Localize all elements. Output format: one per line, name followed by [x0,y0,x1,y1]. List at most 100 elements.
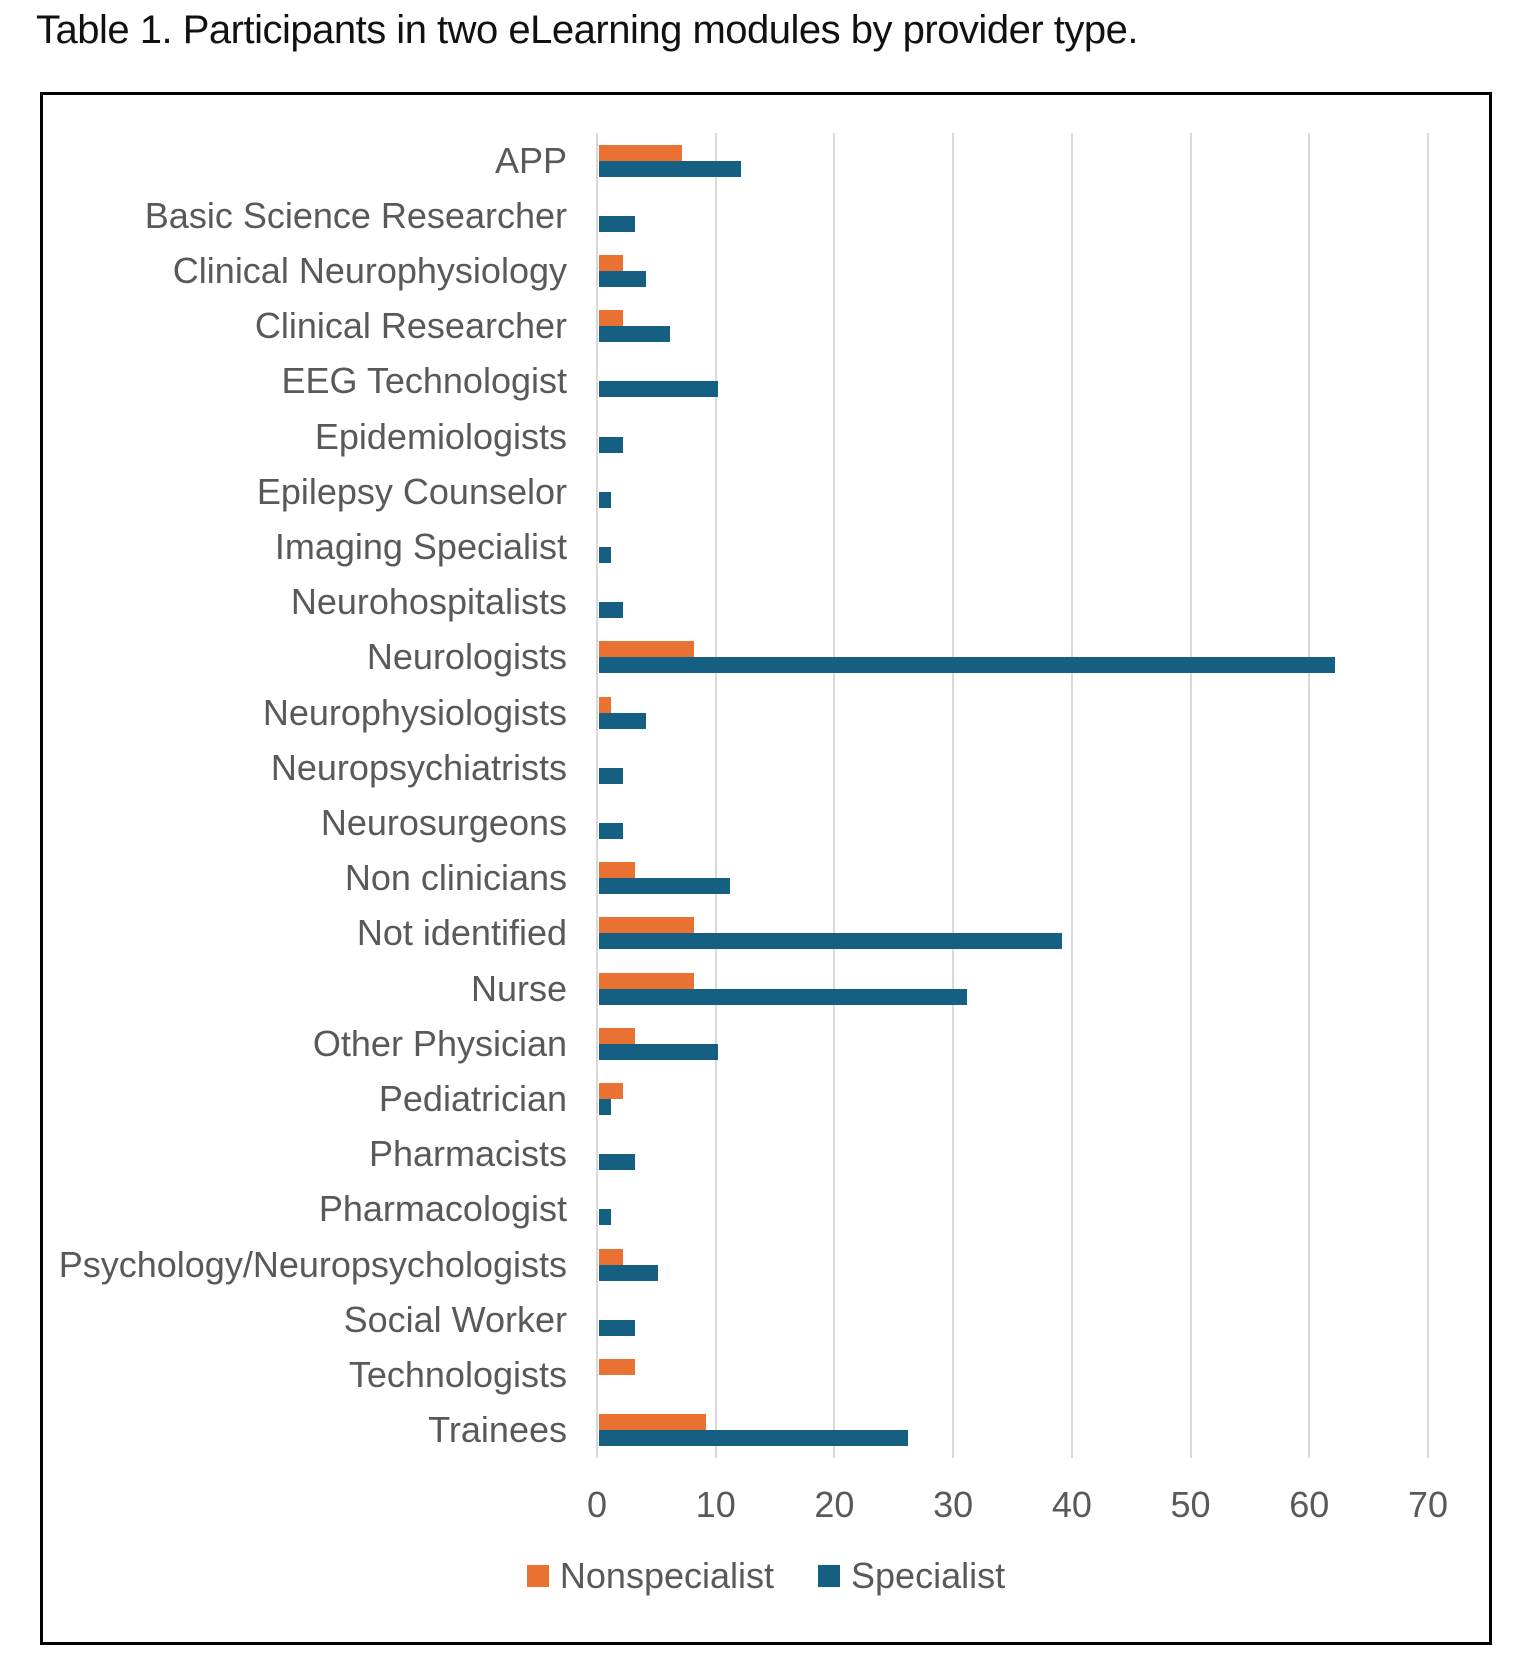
category-label: EEG Technologist [281,360,567,402]
bar-specialist [599,602,623,619]
bar-specialist [599,215,635,232]
legend-label: Specialist [851,1555,1006,1596]
bar-specialist [599,1099,611,1116]
category-label: Clinical Researcher [254,305,567,347]
category-label: Other Physician [312,1022,567,1064]
bar-nonspecialist [599,1414,706,1431]
x-tick-label: 60 [1289,1484,1330,1525]
category-label: Epidemiologists [314,415,567,457]
bar-specialist [599,767,623,784]
category-label: Pharmacists [368,1133,567,1175]
bar-specialist [599,547,611,564]
category-label: Imaging Specialist [274,526,567,568]
bar-row [597,630,1428,685]
bar-row [597,133,1428,188]
bar-specialist [599,381,718,398]
category-label: Neurosurgeons [320,802,567,844]
bar-nonspecialist [599,917,694,934]
category-label: Neurologists [366,636,567,678]
category-label: Neuropsychiatrists [270,746,567,788]
bar-specialist [599,160,742,177]
bar-specialist [599,1430,908,1447]
bar-specialist [599,326,671,343]
bar-row [597,740,1428,795]
gridline-x50 [1189,133,1192,1458]
category-label: Neurohospitalists [290,581,567,623]
bar-row [597,906,1428,961]
value-axis: 0 10 20 30 40 50 60 70 [587,1484,1448,1528]
bar-row [597,961,1428,1016]
bar-nonspecialist [599,1248,623,1265]
bars-layer [597,133,1428,1458]
bar-row [597,354,1428,409]
category-label: Non clinicians [344,857,567,899]
chart-frame: APP Basic Science Researcher Clinical Neur… [40,92,1492,1645]
bar-nonspecialist [599,1359,635,1376]
bar-nonspecialist [599,696,611,713]
bar-specialist [599,1154,635,1171]
legend-item-specialist: Specialist [818,1555,1005,1597]
gridline-x30 [952,133,955,1458]
bar-nonspecialist [599,972,694,989]
plot-area [596,133,1429,1458]
bar-nonspecialist [599,862,635,879]
bar-specialist [599,823,623,840]
x-tick-label: 30 [933,1484,974,1525]
category-label: Pharmacologist [318,1188,567,1230]
x-tick-label: 70 [1407,1484,1449,1525]
gridline-x40 [1070,133,1073,1458]
bar-row [597,795,1428,850]
bar-nonspecialist [599,1027,635,1044]
bar-row [597,851,1428,906]
x-tick-label: 50 [1170,1484,1211,1525]
gridline-x70 [1427,133,1429,1458]
bar-row [597,409,1428,464]
category-label: Basic Science Researcher [144,194,567,236]
category-label: Nurse [470,967,567,1009]
category-label: Epilepsy Counselor [256,470,567,512]
bar-specialist [599,436,623,453]
bar-specialist [599,878,730,895]
bar-nonspecialist [599,144,683,161]
bar-row [597,1403,1428,1458]
category-label: Clinical Neurophysiology [172,250,567,291]
legend-swatch-icon [526,1565,549,1587]
x-tick-label: 40 [1051,1484,1092,1525]
gridline-x0 [596,133,598,1458]
bar-nonspecialist [599,255,623,271]
bar-specialist [599,712,647,729]
x-tick-label: 20 [814,1484,855,1525]
bar-nonspecialist [599,310,623,327]
chart-title: Table 1. Participants in two eLearning m… [36,8,1138,52]
bar-specialist [599,491,611,508]
bar-row [597,1347,1428,1402]
category-label: Trainees [428,1409,567,1451]
bar-row [597,1016,1428,1071]
category-label: Neurophysiologists [262,691,567,733]
category-label: Pediatrician [378,1078,567,1120]
legend: Nonspecialist Specialist [43,1555,1489,1597]
bar-specialist [599,657,1336,674]
bar-row [597,575,1428,630]
legend-item-nonspecialist: Nonspecialist [526,1555,775,1597]
bar-row [597,685,1428,740]
bar-row [597,464,1428,519]
category-axis: APP Basic Science Researcher Clinical Neur… [43,133,567,1458]
bar-row [597,1071,1428,1126]
bar-specialist [599,1264,659,1281]
bar-row [597,1292,1428,1347]
gridline-x60 [1308,133,1311,1458]
bar-row [597,1127,1428,1182]
x-tick-label: 0 [586,1484,608,1525]
bar-row [597,299,1428,354]
bar-row [597,1182,1428,1237]
category-label: Technologists [348,1354,567,1396]
bar-row [597,243,1428,298]
bar-specialist [599,1209,611,1226]
bar-row [597,188,1428,243]
legend-label: Nonspecialist [559,1555,775,1596]
bar-specialist [599,933,1062,950]
gridline-x10 [714,133,717,1458]
bar-row [597,519,1428,574]
